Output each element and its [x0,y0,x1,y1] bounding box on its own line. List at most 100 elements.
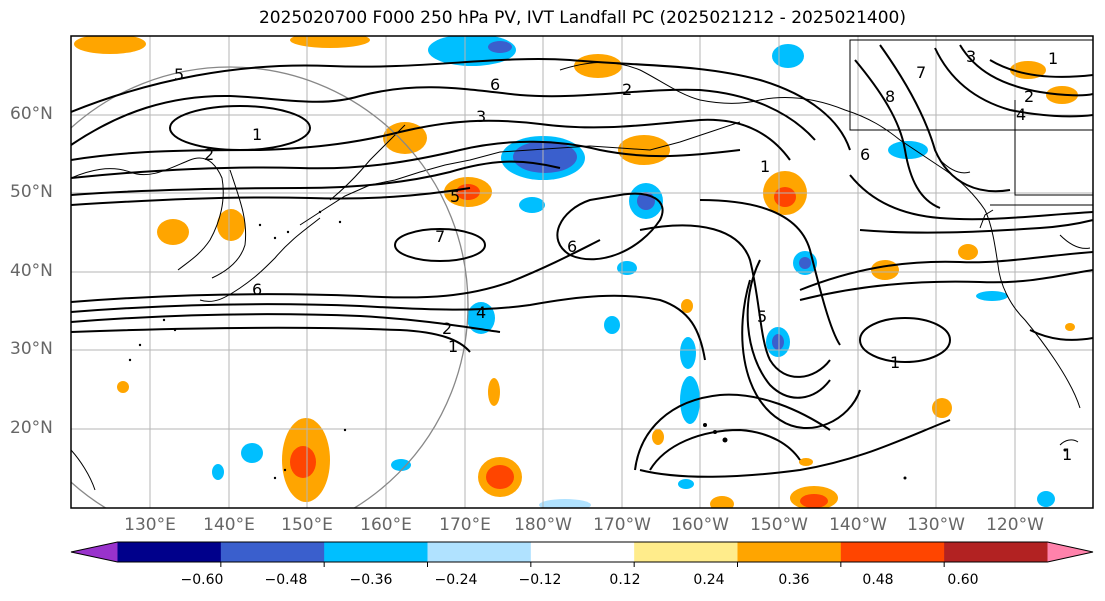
pv-negative-blob [680,376,700,424]
contour-label: 6 [252,280,262,299]
contour-label: 2 [204,145,214,164]
lon-label: 120°W [986,515,1044,535]
contour-label: 8 [885,87,895,106]
contour-label: 1 [448,337,458,356]
contour-label: 1 [252,125,262,144]
pv-positive-blob [652,429,664,445]
pv-positive-blob [681,299,693,313]
colorbar-segment [220,542,325,562]
contour-label: 6 [567,237,577,256]
colorbar-left-arrow [71,542,118,562]
reference-circle [71,66,469,508]
contour-label: 1 [1048,49,1058,68]
pv-negative-blob [391,459,411,471]
pv-contours [71,44,1093,478]
pv-negative-blob [241,443,263,463]
map-frame [70,35,1094,509]
pv-positive-blob [157,219,189,245]
colorbar-tick-label: −0.24 [434,572,478,588]
pv-positive-blob [958,244,978,260]
colorbar-segment [530,542,635,562]
lon-label: 160°W [671,515,729,535]
contour-label: 6 [860,145,870,164]
pv-negative-blob [678,479,694,489]
colorbar-tick-label: 0.60 [947,572,979,588]
pv-positive-blob [800,494,828,508]
colorbar-segment [737,542,842,562]
colorbar-segment [944,542,1048,562]
colorbar-segment [324,542,428,562]
pv-positive-blob [117,381,129,393]
pv-negative-blob [799,257,811,269]
pv-positive-blob [932,398,952,418]
lon-label: 140°W [829,515,887,535]
colorbar-tick-label: 0.24 [693,572,725,588]
lon-label: 180°W [514,515,572,535]
lat-label: 20°N [10,418,53,438]
pv-negative-blob [888,141,928,159]
pv-negative-blob [519,197,545,213]
pv-positive-blob [486,465,514,489]
contour-label: 2 [1024,87,1034,106]
colorbar-tick-label: 0.12 [609,572,641,588]
contour-label: 5 [174,65,184,84]
colorbar-tick-label: −0.12 [518,572,562,588]
pv-positive-blob [383,122,427,154]
contour-label: 5 [757,307,767,326]
colorbar [70,541,1094,567]
pv-negative-blob [976,291,1008,301]
pv-negative-blob [1037,491,1055,507]
contour-label: 7 [435,227,445,246]
lon-label: 130°E [124,515,176,535]
pv-negative-blob [772,334,784,350]
lon-label: 140°E [203,515,255,535]
colorbar-tick-label: −0.60 [180,572,224,588]
pv-positive-blob [574,54,622,78]
lon-label: 150°W [750,515,808,535]
pv-positive-blob [456,184,480,200]
contour-label: 7 [916,63,926,82]
pv-negative-blob [617,261,637,275]
lat-label: 30°N [10,339,53,359]
lon-label: 150°E [281,515,333,535]
coastlines [71,62,1093,491]
pv-negative-blob [539,499,591,508]
pv-negative-blob [680,337,696,369]
lon-label: 160°E [360,515,412,535]
contour-label: 2 [622,80,632,99]
contour-label: 3 [476,107,486,126]
lat-label: 50°N [10,182,53,202]
contour-label: 1 [760,157,770,176]
lon-label: 130°W [907,515,965,535]
colorbar-tick-label: −0.48 [264,572,308,588]
pv-positive-blob [290,36,370,48]
colorbar-right-arrow [1047,542,1093,562]
contour-labels: 5 6 1 2 3 7 6 5 4 1 2 6 1 6 5 3 2 4 1 8 … [174,47,1072,464]
pv-positive-blob [1065,323,1075,331]
pv-positive-blob [710,496,734,508]
pv-positive-blob [74,36,146,54]
map-title: 2025020700 F000 250 hPa PV, IVT Landfall… [258,8,906,28]
contour-label: 4 [1016,105,1026,124]
contour-label: 3 [966,47,976,66]
contour-label: 1 [1062,445,1072,464]
lon-label: 170°W [593,515,651,535]
pv-negative-blob [772,44,804,68]
colorbar-segment [117,542,222,562]
pv-positive-blob [488,378,500,406]
colorbar-tick-label: 0.48 [862,572,894,588]
contour-label: 2 [442,319,452,338]
lon-label: 170°E [439,515,491,535]
colorbar-segment [840,542,945,562]
contour-label: 5 [450,187,460,206]
pv-negative-blob [604,316,620,334]
pv-negative-blob [513,141,577,173]
colorbar-segment [427,542,532,562]
pv-negative-blob [488,41,512,53]
colorbar-tick-label: −0.36 [349,572,393,588]
contour-label: 6 [490,75,500,94]
pv-positive-blob [217,209,245,241]
lat-label: 40°N [10,261,53,281]
pv-positive-blob [871,260,899,280]
